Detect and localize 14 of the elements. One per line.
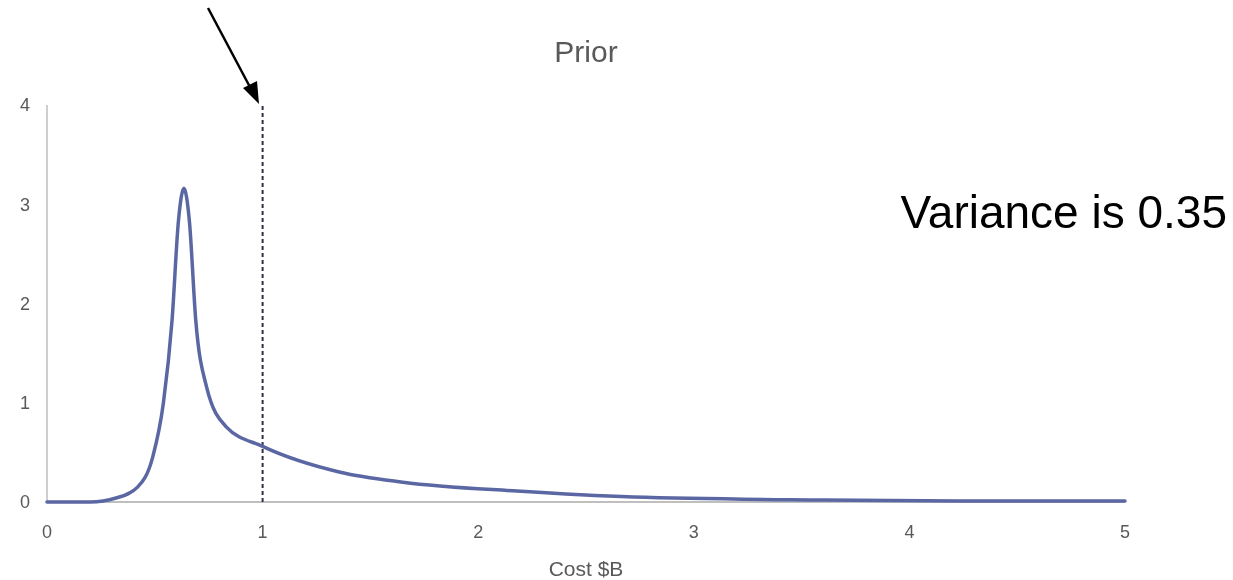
y-tick-label: 4 — [19, 95, 31, 116]
annotation: Variance is 0.35 — [900, 186, 1227, 238]
y-tick-label: 0 — [19, 492, 31, 513]
x-tick-label: 2 — [473, 522, 484, 542]
y-tick-label: 2 — [19, 293, 31, 314]
chart-title: Prior — [554, 35, 618, 68]
x-axis-title: Cost $B — [548, 557, 624, 580]
x-tick-label: 1 — [257, 522, 268, 542]
y-tick-label: 3 — [19, 194, 31, 215]
x-tick-label: 4 — [904, 522, 915, 542]
y-tick-label: 1 — [19, 393, 31, 414]
x-tick-label: 3 — [688, 522, 699, 542]
x-tick-label: 5 — [1119, 522, 1131, 542]
x-tick-label: 0 — [41, 522, 53, 542]
